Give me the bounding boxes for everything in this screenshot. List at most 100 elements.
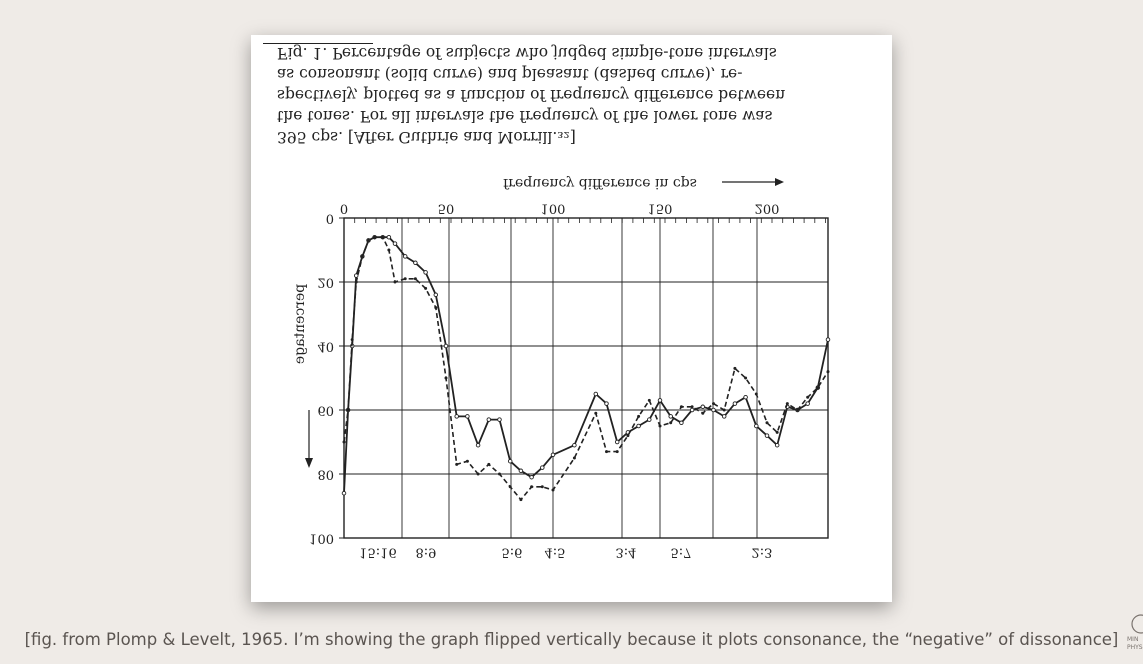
data-point-dashed [354, 280, 358, 284]
data-point-solid [486, 417, 492, 422]
x-axis-title: frequency difference in cps [503, 175, 697, 191]
data-point-dashed [360, 254, 364, 258]
y-axis-arrow-head [305, 458, 313, 468]
data-point-dashed [806, 395, 810, 399]
x-tick-label: 50 [438, 201, 455, 216]
data-point-solid [507, 458, 513, 464]
data-point-dashed [744, 376, 748, 380]
x-tick-label: 100 [541, 201, 566, 216]
data-point-solid [433, 292, 439, 298]
data-point-dashed [465, 459, 469, 463]
data-point-dashed [594, 411, 598, 415]
data-point-solid [754, 423, 759, 429]
data-point-dashed [393, 280, 397, 284]
data-point-dashed [530, 485, 534, 489]
data-point-solid [454, 414, 459, 419]
data-point-solid [614, 439, 620, 445]
data-point-solid [353, 273, 359, 278]
data-point-dashed [455, 462, 459, 466]
data-point-dashed [785, 402, 789, 406]
data-point-solid [774, 442, 780, 448]
data-point-dashed [733, 366, 737, 370]
data-point-solid [443, 343, 449, 349]
data-point-solid [636, 423, 641, 429]
interval-label: 5:6 [502, 545, 523, 560]
y-tick-label: 80 [317, 467, 334, 482]
data-point-dashed [413, 277, 417, 281]
y-tick-label: 20 [317, 275, 334, 290]
data-point-solid [392, 241, 398, 246]
data-point-solid [711, 407, 716, 413]
data-point-dashed [626, 434, 630, 438]
plot-frame [343, 217, 829, 539]
data-point-solid [825, 337, 831, 342]
data-point-solid [700, 404, 706, 410]
series-line-solid [343, 236, 829, 494]
data-point-dashed [679, 405, 683, 409]
data-point-dashed [765, 421, 769, 425]
data-point-solid [413, 260, 418, 266]
y-tick-label: 100 [309, 531, 334, 546]
data-point-solid [689, 407, 695, 413]
data-point-dashed [373, 235, 377, 239]
data-point-dashed [381, 235, 385, 239]
data-point-dashed [342, 440, 346, 444]
data-point-dashed [826, 370, 830, 374]
data-point-dashed [690, 405, 694, 409]
data-point-dashed [508, 485, 512, 489]
footer-caption: [fig. from Plomp & Levelt, 1965. I’m sho… [24, 630, 1119, 649]
data-point-solid [518, 468, 524, 474]
data-point-dashed [424, 286, 428, 290]
svg-text:PHYS: PHYS [1127, 644, 1143, 651]
data-point-solid [465, 414, 470, 419]
data-point-dashed [366, 238, 370, 242]
data-point-dashed [796, 408, 799, 412]
x-axis-arrow-head [775, 178, 784, 186]
data-point-dashed [434, 306, 438, 310]
data-point-solid [402, 254, 408, 259]
data-point-dashed [540, 485, 544, 489]
data-point-dashed [615, 450, 619, 454]
data-point-solid [497, 417, 502, 422]
interval-label: 4:5 [545, 545, 566, 560]
y-tick-label: 40 [317, 339, 334, 354]
data-point-solid [475, 442, 481, 448]
data-point-dashed [519, 498, 523, 502]
data-point-dashed [572, 456, 576, 460]
data-point-dashed [637, 414, 641, 418]
data-point-solid [721, 414, 727, 419]
series-line-dashed [343, 236, 829, 501]
x-tick-label: 150 [648, 201, 673, 216]
caption-rule [263, 43, 373, 44]
data-point-dashed [403, 277, 407, 281]
data-point-solid [679, 420, 684, 426]
data-point-dashed [669, 421, 673, 425]
data-point-dashed [498, 472, 501, 476]
data-point-dashed [476, 472, 480, 476]
data-point-solid [647, 417, 652, 422]
data-point-solid [743, 394, 748, 400]
data-point-dashed [487, 462, 491, 466]
interval-label: 15:16 [359, 545, 396, 560]
interval-label: 3:4 [616, 545, 637, 560]
data-point-solid [529, 474, 534, 480]
data-point-dashed [658, 424, 662, 428]
data-point-solid [604, 401, 609, 406]
data-point-solid [805, 401, 810, 406]
data-point-solid [550, 452, 556, 458]
data-point-dashed [816, 386, 820, 390]
interval-label: 2:3 [752, 545, 773, 560]
data-point-dashed [605, 450, 608, 454]
data-point-solid [572, 442, 577, 448]
data-point-solid [657, 398, 663, 403]
data-point-dashed [722, 408, 726, 412]
data-point-solid [540, 465, 545, 470]
data-point-solid [386, 234, 392, 240]
data-point-solid [341, 490, 347, 496]
data-point-solid [593, 391, 599, 397]
data-point-solid [764, 433, 770, 438]
data-point-dashed [387, 248, 391, 252]
data-point-dashed [346, 408, 350, 412]
data-point-solid [423, 270, 428, 275]
data-point-solid [668, 414, 673, 419]
